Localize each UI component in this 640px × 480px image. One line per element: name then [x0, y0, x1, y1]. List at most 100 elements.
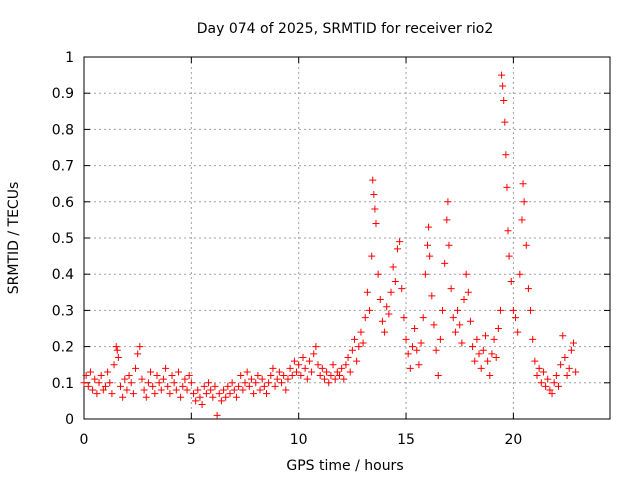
x-tick-label: 0: [80, 432, 89, 448]
data-point: [278, 379, 286, 387]
data-point: [338, 364, 346, 372]
data-point: [419, 314, 427, 322]
data-point: [327, 372, 335, 380]
data-point: [265, 379, 273, 387]
data-point: [439, 306, 447, 314]
data-point: [497, 306, 505, 314]
data-point: [494, 325, 502, 332]
y-tick-label: 0.2: [52, 340, 74, 356]
data-point: [464, 288, 472, 296]
data-point: [82, 372, 90, 380]
data-point: [479, 346, 487, 354]
data-point: [381, 328, 389, 336]
data-point: [415, 361, 423, 369]
data-point: [97, 372, 105, 380]
data-point: [162, 364, 170, 372]
data-point: [492, 353, 500, 361]
y-tick-label: 0: [65, 412, 74, 428]
data-point: [106, 379, 114, 387]
data-point: [550, 379, 558, 387]
data-point: [155, 379, 163, 387]
data-point: [396, 238, 404, 246]
data-point: [110, 361, 118, 369]
data-point: [520, 198, 528, 206]
data-point: [529, 335, 537, 343]
data-point: [567, 346, 575, 354]
data-point: [507, 277, 515, 285]
data-point: [318, 364, 326, 372]
data-point: [177, 393, 185, 401]
y-tick-label: 0.5: [52, 231, 74, 247]
data-point: [164, 382, 172, 390]
data-point: [168, 372, 176, 380]
grid-lines: [84, 57, 610, 419]
data-point: [200, 382, 208, 390]
data-point: [172, 386, 180, 394]
data-point: [501, 118, 509, 126]
data-point: [346, 368, 354, 376]
data-point: [140, 386, 148, 394]
data-point: [398, 285, 406, 293]
x-tick-label: 10: [290, 432, 308, 448]
data-point: [369, 176, 377, 184]
data-points: [80, 71, 580, 419]
data-point: [151, 390, 159, 398]
data-point: [116, 382, 124, 390]
data-point: [138, 375, 146, 383]
data-point: [378, 317, 386, 325]
data-point: [301, 364, 309, 372]
data-point: [458, 339, 466, 347]
data-point: [391, 277, 399, 285]
data-point: [215, 390, 223, 398]
data-point: [572, 368, 580, 376]
data-point: [84, 382, 92, 390]
axis-ticks: [83, 56, 610, 420]
data-point: [153, 372, 161, 380]
data-point: [456, 321, 464, 329]
y-tick-label: 0.9: [52, 86, 74, 102]
data-point: [408, 343, 416, 351]
data-point: [280, 372, 288, 380]
data-point: [310, 350, 318, 358]
data-point: [533, 372, 541, 380]
data-point: [542, 382, 550, 390]
data-point: [125, 372, 133, 380]
data-point: [136, 343, 144, 351]
data-point: [524, 285, 532, 293]
data-point: [500, 96, 508, 104]
data-point: [559, 332, 567, 340]
data-point: [503, 183, 511, 191]
data-point: [355, 343, 363, 351]
data-point: [183, 386, 191, 394]
data-point: [275, 368, 283, 376]
data-point: [402, 335, 410, 343]
data-point: [329, 361, 337, 369]
data-point: [198, 401, 206, 409]
data-point: [288, 372, 296, 380]
data-point: [312, 343, 320, 351]
data-point: [374, 270, 382, 278]
data-point: [316, 372, 324, 380]
data-point: [104, 368, 112, 376]
data-point: [426, 252, 434, 260]
data-point: [548, 390, 556, 398]
data-point: [466, 317, 474, 325]
data-point: [454, 306, 462, 314]
data-point: [413, 346, 421, 354]
data-point: [86, 368, 94, 376]
data-point: [514, 328, 522, 336]
data-point: [460, 296, 468, 304]
data-point: [473, 335, 481, 343]
data-point: [194, 386, 202, 394]
data-point: [224, 382, 232, 390]
data-point: [185, 372, 193, 380]
data-point: [406, 364, 414, 372]
data-point: [361, 314, 369, 322]
y-tick-label: 0.1: [52, 376, 74, 392]
data-point: [112, 343, 120, 351]
data-point: [286, 364, 294, 372]
data-point: [119, 393, 127, 401]
data-point: [436, 335, 444, 343]
data-point: [417, 339, 425, 347]
